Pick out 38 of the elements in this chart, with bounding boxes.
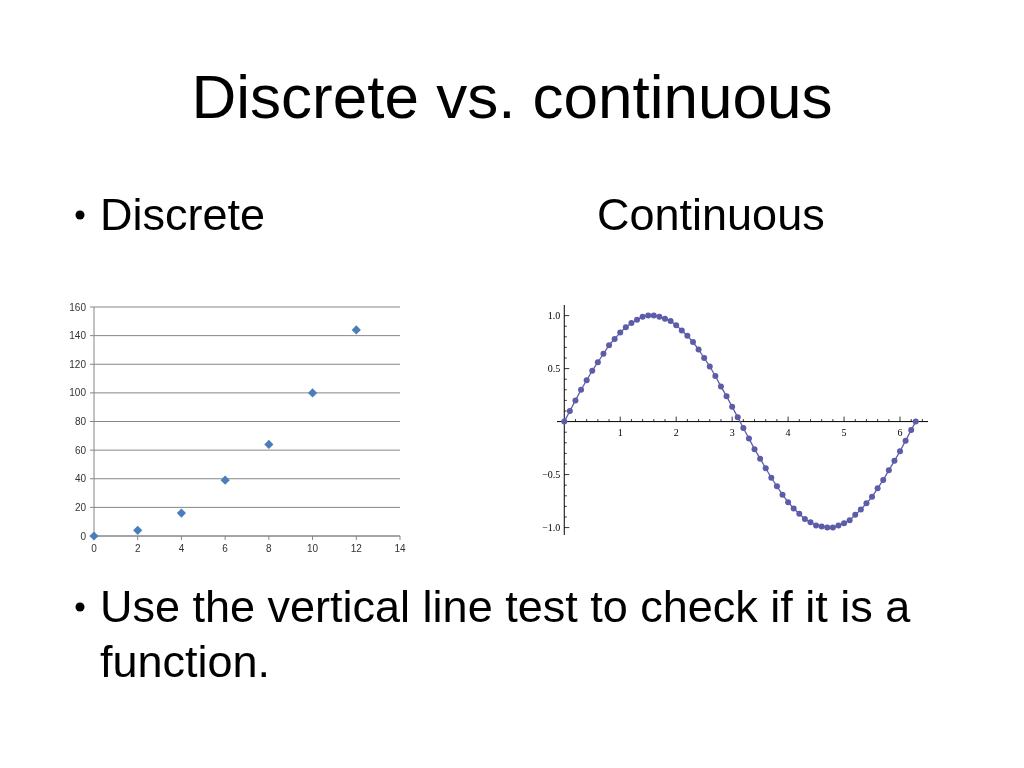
x-tick-label: 6 bbox=[897, 426, 903, 438]
y-tick-label: 60 bbox=[74, 444, 87, 456]
x-tick-label: 1 bbox=[617, 426, 623, 438]
point bbox=[220, 475, 230, 485]
y-tick-label: 80 bbox=[74, 416, 87, 427]
text: Use the vertical line test to check if it is a function. bbox=[100, 581, 912, 687]
point bbox=[351, 325, 361, 335]
x-tick-label: 4 bbox=[785, 426, 791, 438]
point bbox=[89, 531, 99, 541]
x-tick-label: 2 bbox=[134, 543, 141, 554]
y-tick-label: 0.5 bbox=[547, 363, 561, 375]
point bbox=[176, 508, 187, 518]
y-tick-label: 0 bbox=[80, 530, 87, 542]
y-tick-label: −0.5 bbox=[542, 469, 561, 481]
x-tick-label: 6 bbox=[222, 543, 229, 554]
x-tick-label: 14 bbox=[394, 543, 406, 554]
y-tick-label: 100 bbox=[69, 387, 87, 399]
x-tick-label: 5 bbox=[841, 426, 847, 438]
chart-title: Discrete vs. continuous bbox=[191, 62, 833, 131]
y-tick-label: 40 bbox=[74, 473, 87, 485]
x-tick-label: 4 bbox=[178, 543, 185, 554]
x-tick-label: 10 bbox=[307, 543, 319, 554]
y-tick-label: 120 bbox=[69, 358, 87, 370]
point bbox=[307, 388, 318, 398]
y-tick-label: 20 bbox=[74, 501, 87, 513]
x-tick-label: 2 bbox=[673, 426, 679, 438]
x-tick-label: 12 bbox=[350, 543, 363, 554]
chart-subtitle: Continuous bbox=[597, 189, 825, 240]
chart-subtitle: Discrete bbox=[100, 189, 266, 240]
x-tick-label: 3 bbox=[729, 426, 735, 438]
x-tick-label: 0 bbox=[91, 543, 98, 554]
point bbox=[264, 439, 274, 449]
y-tick-label: 140 bbox=[69, 330, 87, 342]
x-tick-label: 8 bbox=[266, 543, 273, 554]
y-tick-label: −1.0 bbox=[542, 522, 561, 534]
y-tick-label: 160 bbox=[69, 301, 87, 313]
point bbox=[133, 525, 143, 535]
y-tick-label: 1.0 bbox=[547, 310, 561, 322]
